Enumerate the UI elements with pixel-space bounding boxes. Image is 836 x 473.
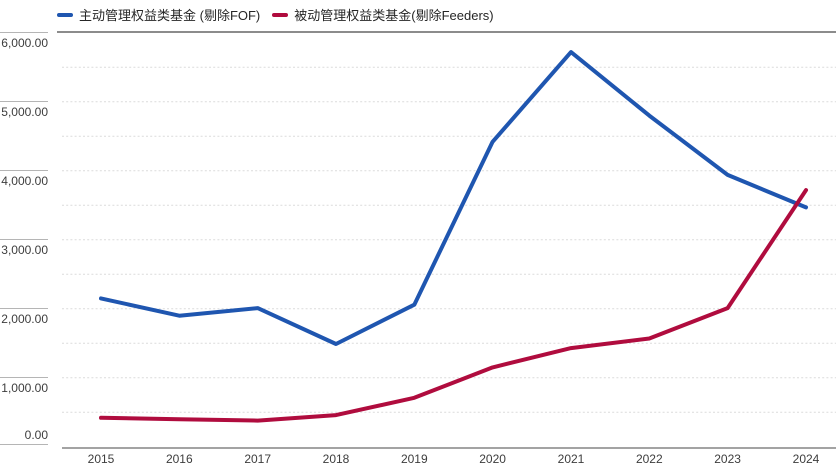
y-tick-rule-4000 xyxy=(0,170,48,172)
plot-top-border xyxy=(57,31,836,33)
legend-swatch-passive-icon xyxy=(272,12,289,17)
legend-item-passive-funds[interactable]: 被动管理权益类基金(剔除Feeders) xyxy=(272,5,494,24)
y-tick-label-2000: 2,000.00 xyxy=(1,311,48,326)
legend-label-passive-funds: 被动管理权益类基金(剔除Feeders) xyxy=(294,8,494,23)
x-tick-label-2016: 2016 xyxy=(165,452,193,466)
series-line-passive xyxy=(99,188,808,423)
legend-label-active-funds: 主动管理权益类基金 (剔除FOF) xyxy=(79,8,261,23)
y-tick-rule-6000 xyxy=(0,32,48,34)
x-axis-line xyxy=(62,447,836,449)
y-tick-label-1000: 1,000.00 xyxy=(1,380,48,395)
x-tick-label-2019: 2019 xyxy=(400,452,428,466)
series-line-active xyxy=(99,50,808,346)
y-tick-rule-3000 xyxy=(0,239,48,241)
y-tick-label-5000: 5,000.00 xyxy=(1,104,48,119)
legend-swatch-active-icon xyxy=(57,12,73,17)
x-tick-label-2015: 2015 xyxy=(87,452,115,466)
legend: 主动管理权益类基金 (剔除FOF) 被动管理权益类基金(剔除Feeders) xyxy=(57,5,494,24)
y-tick-rule-2000 xyxy=(0,308,48,310)
x-tick-label-2017: 2017 xyxy=(244,452,272,466)
x-tick-label-2020: 2020 xyxy=(479,452,506,466)
y-tick-label-6000: 6,000.00 xyxy=(1,35,48,50)
plot-svg xyxy=(62,50,836,423)
x-tick-label-2018: 2018 xyxy=(322,452,350,466)
legend-item-active-funds[interactable]: 主动管理权益类基金 (剔除FOF) xyxy=(57,5,260,24)
x-tick-label-2024: 2024 xyxy=(792,452,820,466)
x-tick-label-2023: 2023 xyxy=(714,452,741,466)
y-tick-label-4000: 4,000.00 xyxy=(1,173,48,188)
x-tick-label-2021: 2021 xyxy=(557,452,585,466)
y-tick-label-0: 0.00 xyxy=(24,428,48,442)
y-tick-rule-0 xyxy=(0,443,48,445)
x-tick-label-2022: 2022 xyxy=(635,452,663,466)
y-tick-rule-1000 xyxy=(0,377,48,379)
y-tick-rule-5000 xyxy=(0,101,48,103)
y-tick-label-3000: 3,000.00 xyxy=(1,242,48,257)
plot-area xyxy=(62,33,836,447)
